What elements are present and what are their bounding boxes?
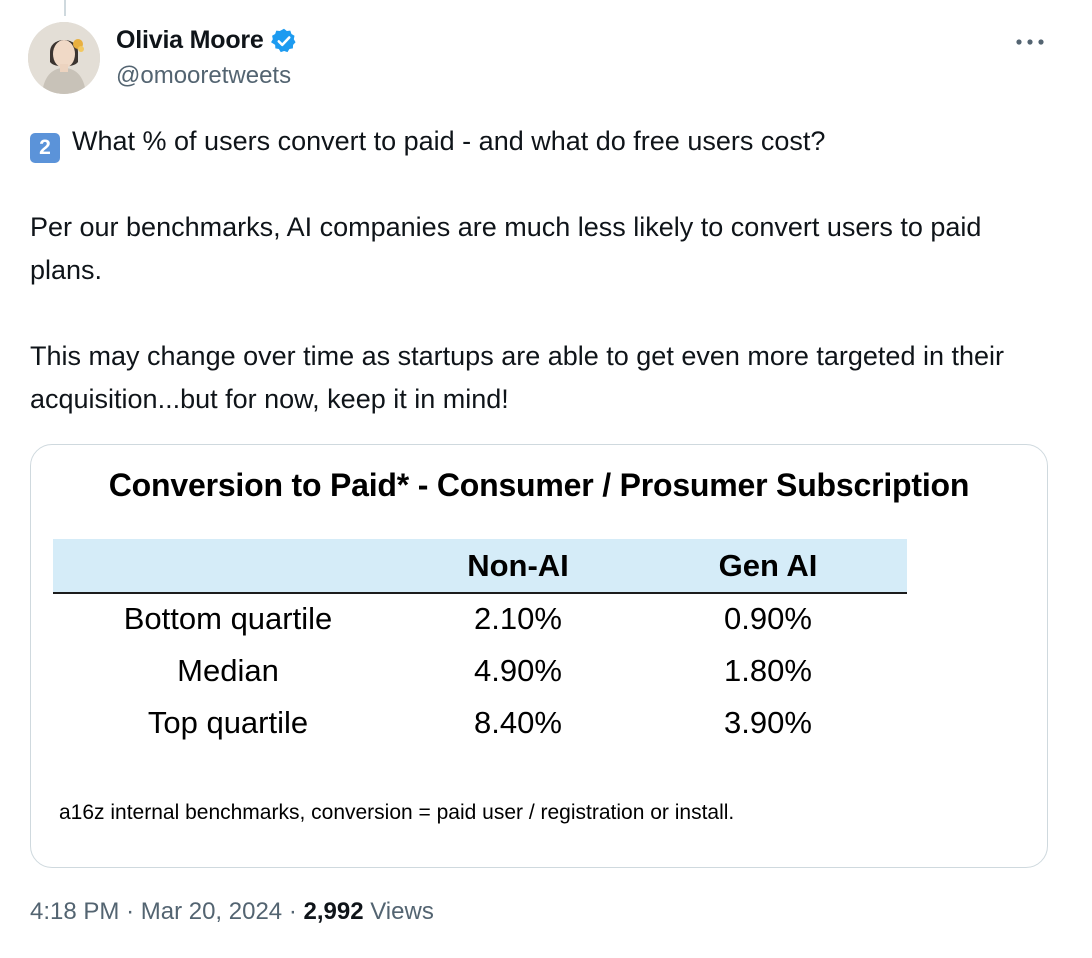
avatar-portrait-icon — [28, 22, 100, 94]
table-header: Non-AI Gen AI — [53, 539, 907, 594]
keycap-number-icon: 2 — [30, 133, 60, 163]
row-label: Median — [177, 653, 279, 688]
cell-gen-ai: 3.90% — [724, 705, 812, 740]
row-label: Top quartile — [147, 705, 309, 740]
author-name[interactable]: Olivia Moore — [116, 26, 264, 54]
thread-connector-line — [64, 0, 66, 16]
meta-separator: · — [126, 898, 141, 925]
tweet-meta: 4:18 PM · Mar 20, 2024 · 2,992 Views — [30, 898, 434, 926]
table-row: Bottom quartile 2.10% 0.90% — [53, 593, 907, 645]
tweet-time[interactable]: 4:18 PM — [30, 898, 120, 925]
cell-non-ai: 2.10% — [474, 601, 562, 636]
header-cell-non-ai: Non-AI — [467, 548, 569, 583]
media-card[interactable]: Conversion to Paid* - Consumer / Prosume… — [30, 444, 1048, 868]
meta-separator: · — [288, 898, 304, 925]
card-footnote: a16z internal benchmarks, conversion = p… — [59, 801, 735, 824]
cell-non-ai: 8.40% — [474, 705, 562, 740]
cell-gen-ai: 0.90% — [724, 601, 812, 636]
more-options-button[interactable] — [1012, 28, 1048, 56]
tweet-question-text: What % of users convert to paid - and wh… — [72, 126, 826, 156]
tweet-line-benchmarks: Per our benchmarks, AI companies are muc… — [30, 212, 982, 285]
cell-non-ai: 4.90% — [474, 653, 562, 688]
views-count: 2,992 — [303, 898, 364, 925]
verified-badge-icon — [270, 28, 296, 52]
cell-gen-ai: 1.80% — [724, 653, 812, 688]
header-cell-gen-ai: Gen AI — [718, 548, 818, 583]
author-name-row[interactable]: Olivia Moore — [116, 26, 298, 55]
tweet-line-outlook: This may change over time as startups ar… — [30, 341, 1005, 414]
tweet-line-question: 2 What % of users convert to paid - and w… — [30, 120, 1060, 163]
table-row: Top quartile 8.40% 3.90% — [53, 697, 907, 749]
card-title: Conversion to Paid* - Consumer / Prosume… — [108, 467, 970, 503]
row-label: Bottom quartile — [123, 601, 333, 636]
more-dots-icon — [1016, 39, 1044, 45]
table-row: Median 4.90% 1.80% — [53, 645, 907, 697]
views-label: Views — [370, 898, 434, 925]
tweet-text: 2 What % of users convert to paid - and w… — [30, 120, 1060, 421]
header-cell-label — [53, 539, 403, 592]
tweet-date[interactable]: Mar 20, 2024 — [140, 898, 283, 925]
avatar[interactable] — [28, 22, 100, 94]
author-handle[interactable]: @omooretweets — [116, 62, 292, 89]
